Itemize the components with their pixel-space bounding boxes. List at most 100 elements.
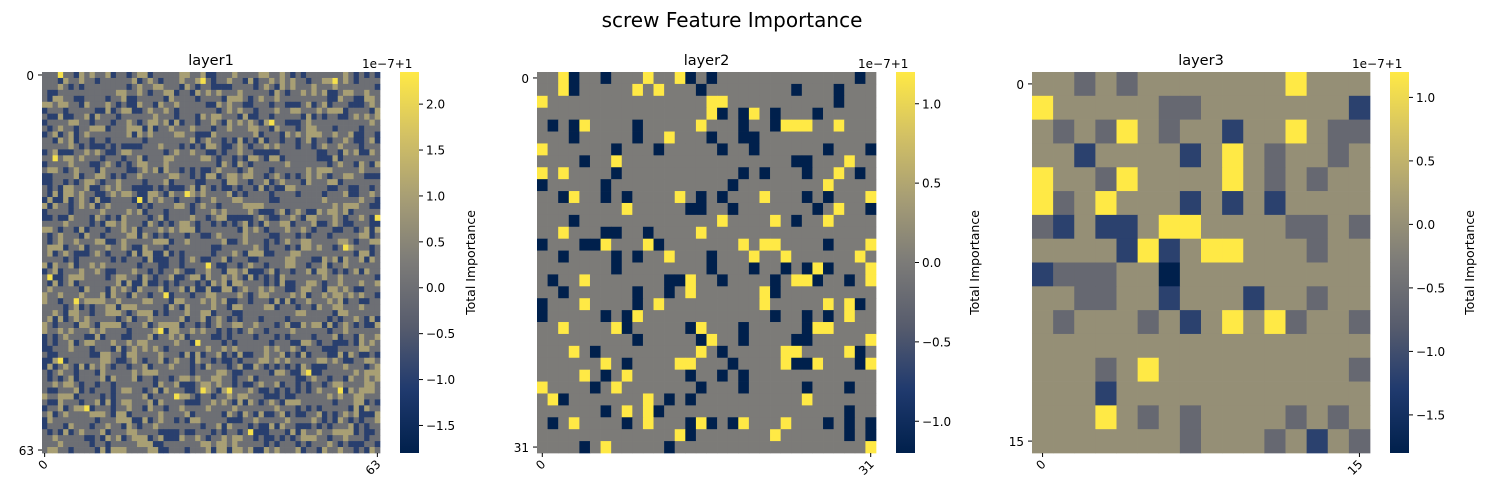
heatmap-cell	[664, 95, 676, 109]
heatmap-cell	[100, 304, 106, 311]
heatmap-cell	[89, 107, 96, 115]
heatmap-cell	[242, 435, 249, 442]
heatmap-cell	[152, 119, 159, 126]
heatmap-cell	[216, 250, 222, 257]
heatmap-cell	[115, 214, 122, 222]
heatmap-cell	[174, 322, 180, 329]
heatmap-cell	[147, 327, 154, 335]
heatmap-cell	[343, 393, 349, 400]
heatmap-cell	[353, 304, 360, 311]
heatmap-cell	[290, 357, 296, 365]
heatmap-cell	[163, 238, 170, 245]
heatmap-cell	[68, 113, 75, 120]
heatmap-cell	[200, 351, 207, 359]
heatmap-cell	[84, 286, 90, 293]
heatmap-cell	[126, 256, 133, 263]
heatmap-cell	[621, 202, 633, 216]
heatmap-cell	[216, 167, 222, 174]
heatmap-cell	[242, 447, 249, 454]
heatmap-cell	[854, 83, 866, 97]
heatmap-cell	[211, 369, 217, 376]
heatmap-cell	[353, 339, 360, 347]
heatmap-cell	[364, 149, 370, 156]
heatmap-cell	[205, 197, 212, 204]
heatmap-cell	[780, 179, 792, 192]
heatmap-cell	[748, 298, 760, 311]
heatmap-cell	[137, 339, 143, 347]
heatmap-cell	[232, 357, 238, 365]
heatmap-cell	[105, 375, 112, 382]
heatmap-cell	[374, 381, 381, 388]
heatmap-cell	[226, 286, 233, 293]
heatmap-cell	[110, 304, 117, 311]
heatmap-cell	[321, 101, 328, 109]
heatmap-cell	[279, 77, 286, 85]
heatmap-cell	[131, 274, 138, 281]
heatmap-cell	[163, 298, 170, 305]
heatmap-cell	[78, 316, 85, 323]
heatmap-cell	[353, 363, 360, 370]
heatmap-cell	[632, 95, 644, 109]
heatmap-cell	[63, 197, 69, 204]
heatmap-cell	[547, 393, 559, 406]
heatmap-cell	[759, 95, 771, 109]
heatmap-cell	[269, 429, 275, 436]
heatmap-cell	[142, 447, 148, 454]
heatmap-cell	[364, 113, 370, 120]
heatmap-cell	[316, 399, 323, 406]
heatmap-cell	[195, 250, 201, 257]
heatmap-cell	[253, 298, 259, 305]
heatmap-cell	[142, 131, 148, 138]
heatmap-cell	[284, 214, 291, 222]
heatmap-cell	[163, 304, 170, 311]
heatmap-cell	[600, 191, 612, 204]
heatmap-cell	[115, 405, 122, 412]
heatmap-cell	[833, 381, 845, 394]
heatmap-cell	[78, 119, 85, 126]
heatmap-cell	[105, 101, 112, 109]
heatmap-cell	[84, 339, 90, 347]
heatmap-cell	[269, 274, 275, 281]
heatmap-cell	[284, 244, 291, 251]
heatmap-cell	[131, 298, 138, 305]
heatmap-cell	[258, 447, 265, 454]
heatmap-cell	[865, 202, 877, 216]
heatmap-cell	[295, 131, 302, 138]
heatmap-cell	[568, 274, 580, 287]
heatmap-cell	[179, 191, 185, 198]
heatmap-cell	[337, 357, 344, 365]
heatmap-cell	[110, 179, 117, 186]
heatmap-cell	[205, 345, 212, 353]
heatmap-cell	[126, 268, 133, 275]
heatmap-cell	[321, 202, 328, 210]
heatmap-cell	[833, 191, 845, 204]
heatmap-cell	[295, 447, 302, 454]
heatmap-cell	[221, 429, 228, 436]
heatmap-cell	[374, 226, 381, 234]
heatmap-cell	[263, 125, 270, 132]
heatmap-cell	[189, 447, 196, 454]
heatmap-cell	[374, 250, 381, 257]
heatmap-cell	[568, 310, 580, 323]
heatmap-cell	[695, 72, 707, 85]
heatmap-cell	[94, 202, 101, 210]
heatmap-cell	[316, 179, 323, 186]
heatmap-cell	[321, 238, 328, 245]
heatmap-cell	[57, 381, 64, 388]
heatmap-cell	[295, 101, 302, 109]
heatmap-cell	[110, 77, 117, 85]
heatmap-cell	[226, 274, 233, 281]
heatmap-cell	[611, 95, 623, 109]
heatmap-cell	[353, 119, 360, 126]
heatmap-cell	[547, 191, 559, 204]
heatmap-cell	[179, 304, 185, 311]
heatmap-cell	[73, 435, 80, 442]
heatmap-cell	[274, 316, 281, 323]
heatmap-cell	[358, 250, 365, 257]
heatmap-cell	[216, 441, 222, 448]
heatmap-cell	[200, 399, 207, 406]
heatmap-cell	[369, 304, 376, 311]
heatmap-cell	[205, 411, 212, 418]
heatmap-cell	[216, 381, 222, 388]
heatmap-cell	[189, 357, 196, 365]
